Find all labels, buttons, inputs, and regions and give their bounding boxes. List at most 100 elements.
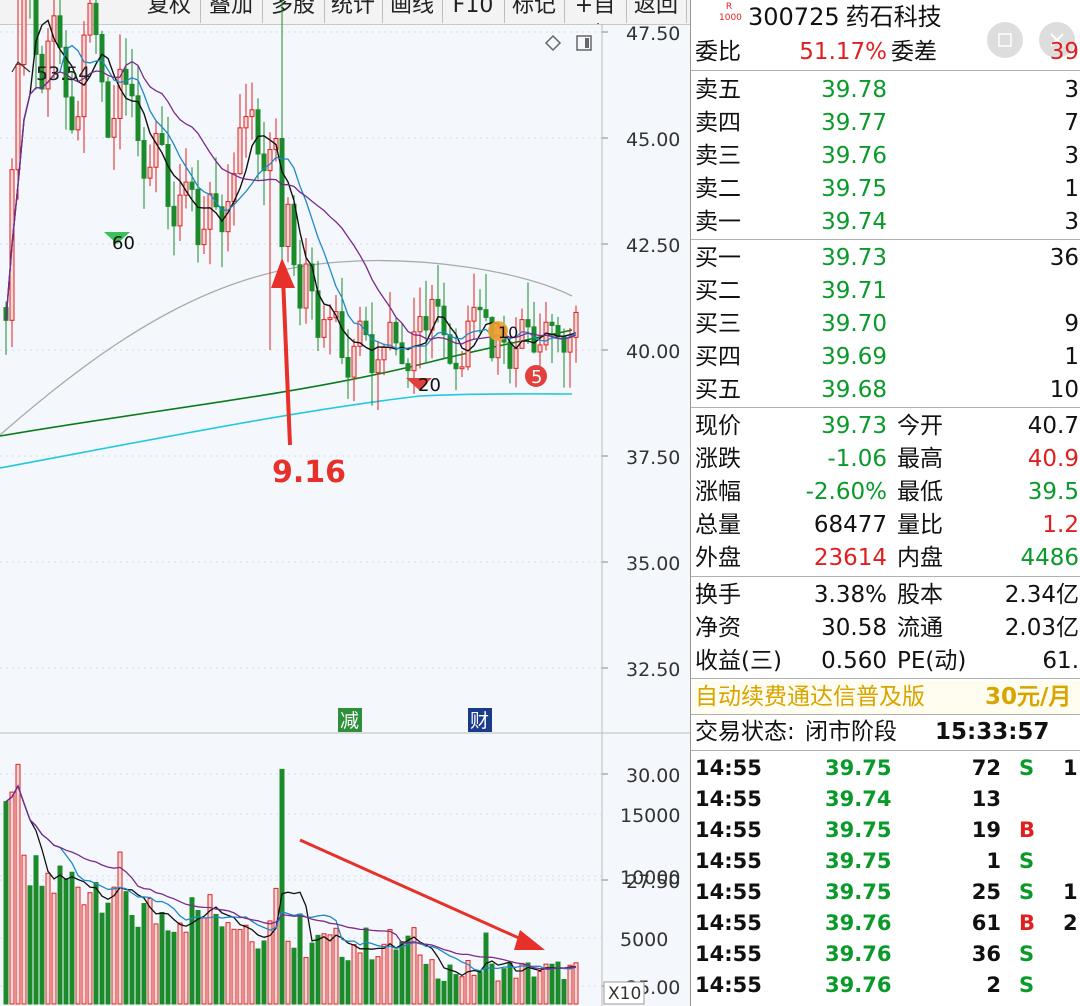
ask-row[interactable]: 卖三 39.76 3: [691, 140, 1080, 173]
bid-row[interactable]: 买一 39.73 36: [691, 242, 1080, 275]
toolbar-add-watchlist-button[interactable]: +自选: [564, 0, 627, 24]
price-axis-tick: 47.50: [626, 23, 680, 45]
volume-bar: [531, 976, 537, 1005]
volume-bar: [123, 891, 129, 1005]
candle-body: [555, 324, 561, 337]
price-axis-tick: 35.00: [626, 553, 680, 575]
candle-body: [327, 317, 333, 321]
ask-row[interactable]: 卖一 39.74 3: [691, 206, 1080, 239]
tick-row[interactable]: 14:55 39.76 2 S: [691, 970, 1080, 1001]
promo-text: 自动续费通达信普及版: [695, 684, 925, 710]
bid-row[interactable]: 买五 39.68 10: [691, 374, 1080, 407]
toolbar-back-button[interactable]: 返回: [626, 0, 687, 23]
volume-bar: [441, 980, 447, 1005]
candle-body: [291, 203, 297, 266]
toolbar-overlay-button[interactable]: 叠加: [200, 0, 263, 23]
candle-body: [423, 316, 429, 331]
popout-button[interactable]: [987, 22, 1023, 58]
tick-row[interactable]: 14:55 39.75 1 S: [691, 846, 1080, 877]
ask-price: 39.78: [821, 77, 887, 103]
volume-bar: [405, 935, 411, 1005]
volume-bar: [555, 961, 561, 1005]
candle-body: [21, 0, 27, 65]
volume-bar: [351, 944, 357, 1005]
close-button[interactable]: [1039, 22, 1075, 58]
volume-bar: [27, 885, 33, 1005]
candle-body: [267, 149, 273, 172]
stat-label: 最高: [897, 446, 943, 472]
volume-bar: [459, 976, 465, 1005]
tick-row[interactable]: 14:55 39.74 13: [691, 784, 1080, 815]
volume-bar: [105, 902, 111, 1005]
marker-60-label: 60: [112, 233, 135, 254]
volume-bar: [279, 768, 285, 1005]
volume-bar: [171, 931, 177, 1005]
stock-name: 药石科技: [845, 3, 942, 31]
tick-time: 14:55: [695, 880, 762, 904]
stat-row: 涨跌 -1.06 最高 40.9: [691, 443, 1080, 476]
tick-price: 39.75: [825, 818, 892, 842]
tick-row[interactable]: 14:55 39.76 36 S: [691, 939, 1080, 970]
volume-bar: [207, 894, 213, 1005]
ma250-line: [0, 393, 573, 469]
volume-bar: [267, 920, 273, 1005]
price-axis-tick: 45.00: [626, 129, 680, 151]
tick-side: B: [1019, 818, 1036, 842]
bid-price: 39.71: [821, 278, 887, 304]
tick-side: S: [1019, 756, 1035, 780]
tick-time: 14:55: [695, 942, 762, 966]
trade-status-row: 交易状态: 闭市阶段 15:33:57: [691, 716, 1080, 749]
trade-status-label: 交易状态:: [695, 719, 795, 745]
promo-banner[interactable]: 自动续费通达信普及版 30元/月: [691, 681, 1080, 714]
candle-body: [357, 320, 363, 347]
bid-row[interactable]: 买三 39.70 9: [691, 308, 1080, 341]
candle-body: [417, 316, 423, 333]
candle-body: [147, 166, 153, 179]
toolbar-statistics-button[interactable]: 统计: [324, 0, 383, 23]
annotation-arrow-down: [299, 838, 545, 950]
tick-time: 14:55: [695, 756, 762, 780]
ask-row[interactable]: 卖四 39.77 7: [691, 107, 1080, 140]
tick-row[interactable]: 14:55 39.76 61 B 2: [691, 908, 1080, 939]
stat-value: 4486: [1020, 545, 1079, 571]
stat-row: 现价 39.73 今开 40.7: [691, 410, 1080, 443]
tick-volume: 61: [971, 911, 1001, 935]
marker-20-icon: [406, 378, 432, 390]
toolbar-mark-button[interactable]: 标记: [504, 0, 565, 23]
candle-body: [549, 321, 555, 326]
panel-toggle-icon[interactable]: [576, 35, 592, 51]
candle-body: [471, 306, 477, 322]
volume-bar: [321, 933, 327, 1005]
tick-volume: 1: [986, 849, 1001, 873]
volume-unit-box: [603, 981, 645, 1005]
bid-label: 买四: [695, 344, 741, 370]
tick-row[interactable]: 14:55 39.75 19 B: [691, 815, 1080, 846]
tick-price: 39.76: [825, 973, 892, 997]
bid-row[interactable]: 买四 39.69 1: [691, 341, 1080, 374]
event-reduce-badge[interactable]: [338, 708, 362, 732]
toolbar-fuquan-button[interactable]: 复权: [138, 0, 201, 23]
candle-body: [465, 320, 471, 368]
diamond-icon[interactable]: [544, 34, 562, 52]
volume-bar: [285, 940, 291, 1005]
stat-row: 外盘 23614 内盘 4486: [691, 542, 1080, 575]
tick-volume: 2: [986, 973, 1001, 997]
volume-bar: [345, 960, 351, 1005]
ask-row[interactable]: 卖五 39.78 3: [691, 74, 1080, 107]
toolbar-draw-line-button[interactable]: 画线: [382, 0, 443, 23]
tick-row[interactable]: 14:55 39.75 72 S 1: [691, 753, 1080, 784]
ask-row[interactable]: 卖二 39.75 1: [691, 173, 1080, 206]
price-axis-tick: 32.50: [626, 659, 680, 681]
volume-bar: [357, 952, 363, 1005]
bid-row[interactable]: 买二 39.71: [691, 275, 1080, 308]
tick-row[interactable]: 14:55 39.75 25 S 1: [691, 877, 1080, 908]
toolbar-f10-button[interactable]: F10: [442, 0, 505, 23]
candle-body: [75, 116, 81, 131]
bid-label: 买二: [695, 278, 741, 304]
trade-status-time: 15:33:57: [935, 719, 1050, 745]
volume-bar: [447, 964, 453, 1005]
candle-body: [87, 2, 93, 36]
kline-chart-panel[interactable]: 复权 叠加 多股 统计 画线 F10 标记 +自选 返回 50.0047.504…: [0, 0, 690, 1006]
stat-row: 换手 3.38% 股本 2.34亿: [691, 579, 1080, 612]
event-finance-badge[interactable]: [468, 708, 492, 732]
